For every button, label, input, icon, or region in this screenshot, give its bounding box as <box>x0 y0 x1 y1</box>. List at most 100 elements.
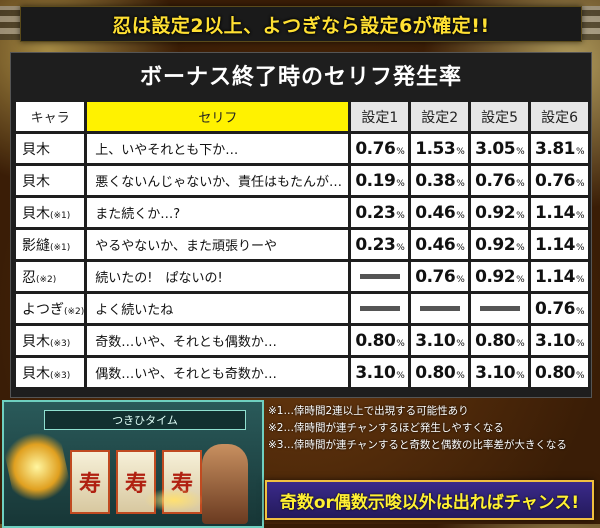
chara-name: 貝木 <box>22 141 50 158</box>
rate-value: 1.14 <box>535 202 575 223</box>
rate-cell: 0.23% <box>351 230 409 259</box>
percent-sign: % <box>575 338 585 349</box>
rate-value: 3.05 <box>475 138 516 159</box>
rate-cell: — <box>411 294 469 323</box>
table-row: 貝木 悪くないんじゃないか、責任はもたんが… 0.19% 0.38% 0.76% 0.76… <box>16 166 588 195</box>
table-row: 忍(※2)続いたの! ぱないの!—0.76%0.92%1.14% <box>16 262 588 291</box>
rate-value: 3.10 <box>475 362 516 383</box>
percent-sign: % <box>575 210 585 221</box>
row-serif: やるやないか、また頑張りーや <box>87 230 349 259</box>
rate-value: 3.10 <box>355 362 396 383</box>
rate-value: 0.23 <box>355 202 396 223</box>
header-setting-5: 設定5 <box>471 102 529 131</box>
rate-cell: 0.19% <box>351 166 409 195</box>
rate-cell: 0.76% <box>411 262 469 291</box>
percent-sign: % <box>575 146 585 157</box>
banner-left-decoration <box>0 6 20 40</box>
chara-name: よつぎ <box>22 301 64 318</box>
chara-footnote-mark: (※1) <box>50 210 71 221</box>
rate-cell: 0.80% <box>531 358 588 387</box>
percent-sign: % <box>575 306 585 317</box>
rate-value: 0.76 <box>475 170 516 191</box>
percent-sign: % <box>575 370 585 381</box>
reel-center: 寿 <box>116 450 156 514</box>
percent-sign: % <box>456 178 465 189</box>
rate-cell: 1.53% <box>411 134 469 163</box>
rate-cell: — <box>351 262 409 291</box>
rate-cell: 3.10% <box>351 358 409 387</box>
rate-value: 0.76 <box>535 298 575 319</box>
rate-cell: 0.92% <box>471 230 529 259</box>
reel-left: 寿 <box>70 450 110 514</box>
percent-sign: % <box>516 178 525 189</box>
rate-value: 1.53 <box>415 138 456 159</box>
header-chara: キャラ <box>16 102 85 131</box>
percent-sign: % <box>456 242 465 253</box>
row-chara: 貝木 <box>16 166 85 195</box>
rate-value: 0.76 <box>355 138 396 159</box>
rate-value: 0.92 <box>475 234 516 255</box>
rate-value: 0.76 <box>415 266 456 287</box>
game-logo <box>4 426 73 508</box>
chara-name: 影縫 <box>22 237 50 254</box>
row-serif: 続いたの! ぱないの! <box>87 262 349 291</box>
rate-cell: 0.76% <box>531 166 588 195</box>
rate-value: 0.80 <box>355 330 396 351</box>
rate-value: 0.80 <box>535 362 575 383</box>
rate-cell: 0.80% <box>351 326 409 355</box>
header-setting-1: 設定1 <box>351 102 409 131</box>
game-topbar: つきひタイム <box>44 410 246 430</box>
footnote-2: ※2…倖時間が連チャンするほど発生しやすくなる <box>268 422 504 434</box>
header-serif: セリフ <box>87 102 349 131</box>
rate-cell: 1.14% <box>531 198 588 227</box>
table-header-row: キャラ セリフ 設定1 設定2 設定5 設定6 <box>16 102 588 131</box>
rate-cell: 0.80% <box>411 358 469 387</box>
chance-banner: 奇数or偶数示唆以外は出ればチャンス! <box>265 480 594 520</box>
rate-value: 0.92 <box>475 266 516 287</box>
percent-sign: % <box>396 210 405 221</box>
percent-sign: % <box>456 338 465 349</box>
rate-cell: 0.46% <box>411 230 469 259</box>
chara-name: 貝木 <box>22 365 50 382</box>
not-applicable-dash: — <box>419 306 460 311</box>
serif-rate-table: ボーナス終了時のセリフ発生率 キャラ セリフ 設定1 設定2 設定5 設定6 貝… <box>10 52 592 398</box>
row-chara: 貝木(※3) <box>16 326 85 355</box>
rate-value: 0.19 <box>355 170 396 191</box>
rate-value: 0.80 <box>475 330 516 351</box>
chara-footnote-mark: (※2) <box>36 274 57 285</box>
row-chara: 忍(※2) <box>16 262 85 291</box>
percent-sign: % <box>456 146 465 157</box>
row-chara: 貝木(※1) <box>16 198 85 227</box>
chara-name: 忍 <box>22 269 36 286</box>
row-serif: 悪くないんじゃないか、責任はもたんが… <box>87 166 349 195</box>
rate-cell: 3.10% <box>411 326 469 355</box>
rate-value: 0.92 <box>475 202 516 223</box>
percent-sign: % <box>516 210 525 221</box>
percent-sign: % <box>516 274 525 285</box>
rate-value: 0.76 <box>535 170 575 191</box>
chara-name: 貝木 <box>22 333 50 350</box>
rate-cell: 3.10% <box>531 326 588 355</box>
percent-sign: % <box>575 242 585 253</box>
rate-cell: 1.14% <box>531 262 588 291</box>
footnotes: ※1…倖時間2連以上で出現する可能性あり ※2…倖時間が連チャンするほど発生しや… <box>268 403 598 454</box>
table-row: 貝木(※3) 偶数…いや、それとも奇数か… 3.10% 0.80% 3.10% 0.80% <box>16 358 588 387</box>
row-serif: 上、いやそれとも下か… <box>87 134 349 163</box>
rate-value: 3.81 <box>535 138 575 159</box>
chara-name: 貝木 <box>22 205 50 222</box>
percent-sign: % <box>516 146 525 157</box>
rate-cell: — <box>351 294 409 323</box>
table-title: ボーナス終了時のセリフ発生率 <box>139 65 462 90</box>
rate-cell: 0.46% <box>411 198 469 227</box>
rate-value: 0.46 <box>415 234 456 255</box>
rate-value: 0.46 <box>415 202 456 223</box>
chara-footnote-mark: (※3) <box>50 338 71 349</box>
banner-right-decoration <box>580 6 600 40</box>
rate-cell: 3.05% <box>471 134 529 163</box>
percent-sign: % <box>575 178 585 189</box>
table-row: 貝木(※1) また続くか…? 0.23% 0.46% 0.92% 1.14% <box>16 198 588 227</box>
header-setting-6: 設定6 <box>531 102 588 131</box>
percent-sign: % <box>456 210 465 221</box>
chance-banner-text: 奇数or偶数示唆以外は出ればチャンス! <box>279 492 580 513</box>
top-banner: 忍は設定2以上、よつぎなら設定6が確定!! <box>20 6 582 42</box>
